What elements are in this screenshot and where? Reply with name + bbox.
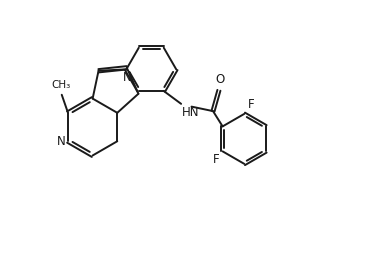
Text: F: F: [248, 98, 254, 111]
Text: CH₃: CH₃: [51, 80, 71, 90]
Text: N: N: [123, 71, 131, 84]
Text: N: N: [56, 135, 65, 148]
Text: O: O: [216, 73, 225, 86]
Text: HN: HN: [182, 106, 200, 119]
Text: F: F: [213, 153, 219, 166]
